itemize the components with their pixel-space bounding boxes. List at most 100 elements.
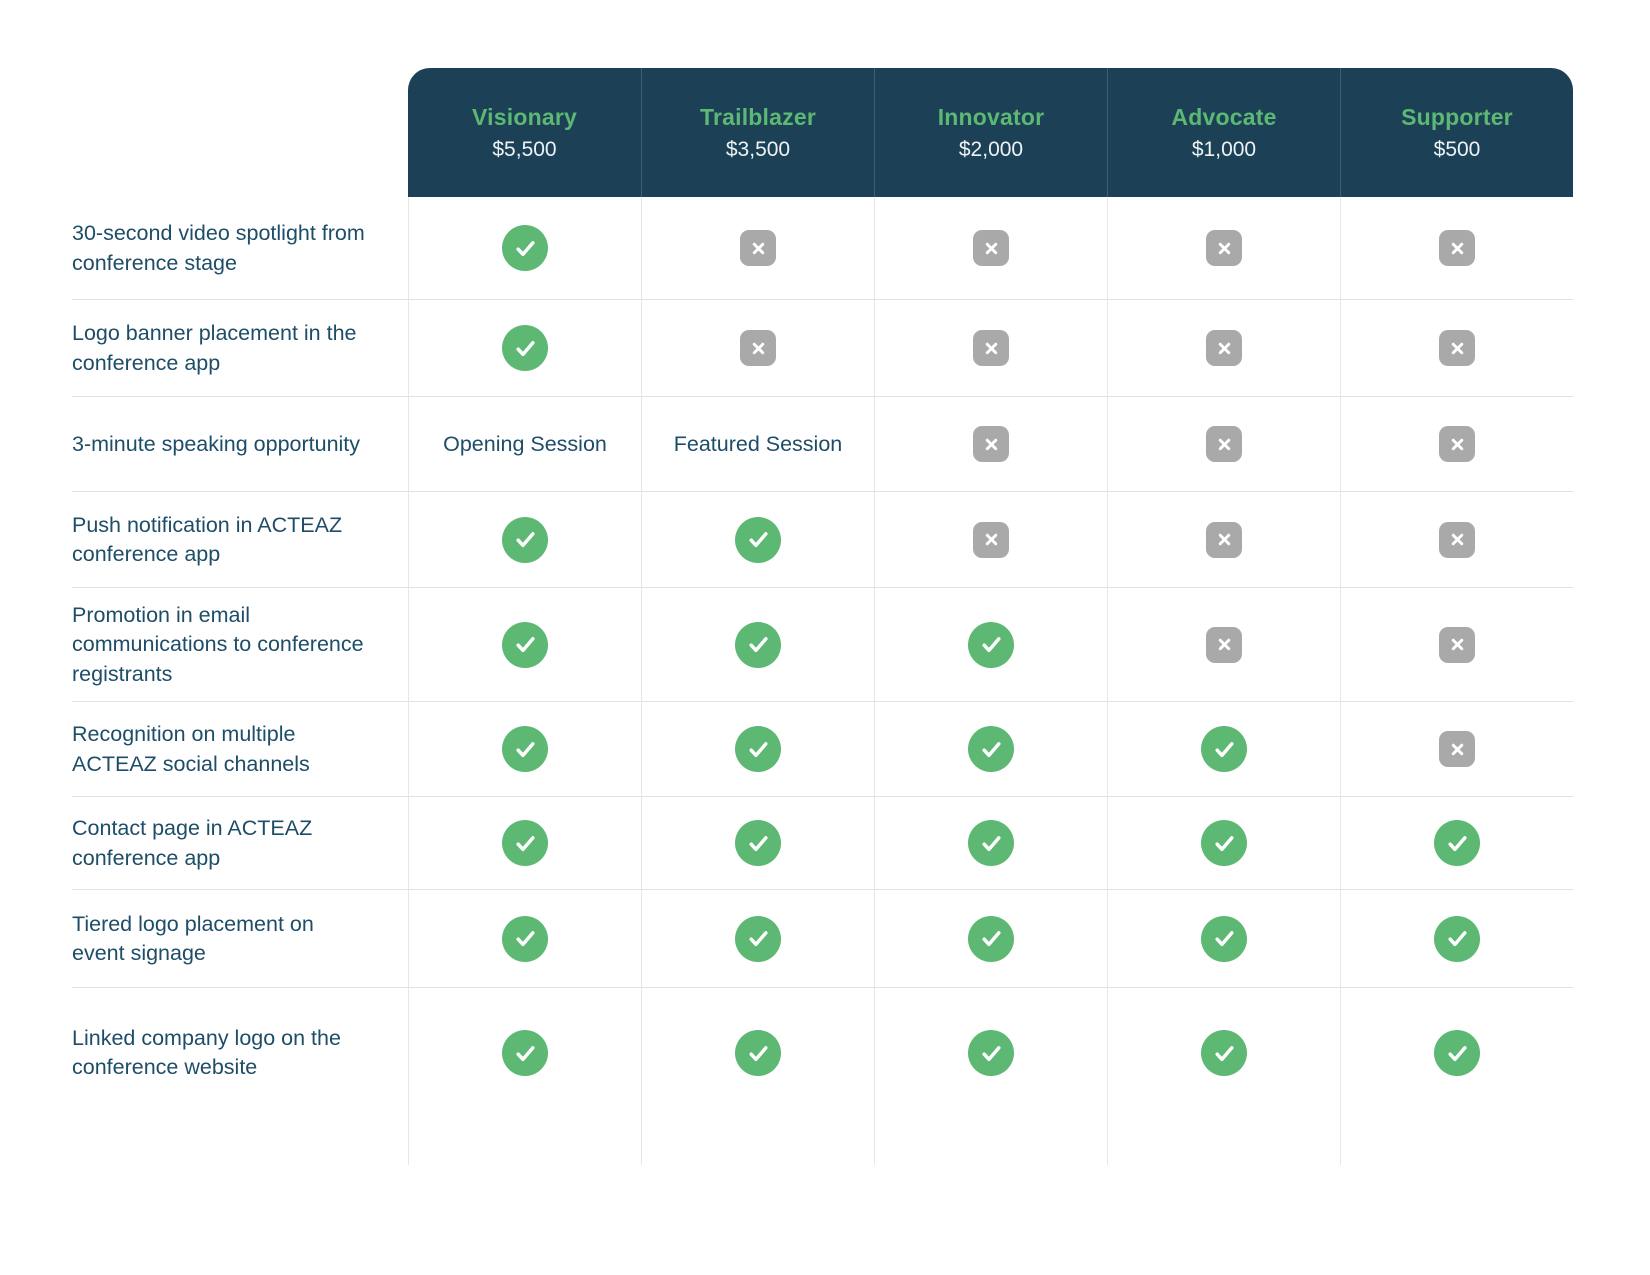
tier-price: $1,000 (1191, 137, 1257, 161)
tier-cell (1107, 588, 1340, 702)
sponsorship-tier-table: Visionary $5,500 Trailblazer $3,500 Innovato… (0, 68, 1573, 1165)
tier-cell (1340, 492, 1573, 588)
tier-cell (641, 300, 874, 397)
tier-column-header: Trailblazer $3,500 (641, 68, 874, 197)
x-icon (1206, 426, 1242, 462)
check-icon (968, 1030, 1014, 1076)
check-icon (968, 726, 1014, 772)
check-icon (735, 1030, 781, 1076)
table-footer-spacer (0, 1118, 408, 1165)
feature-label-text: 30-second video spotlight from conferenc… (72, 221, 365, 275)
check-icon (735, 726, 781, 772)
tier-cell (408, 492, 641, 588)
feature-label: Recognition on multiple ACTEAZ social ch… (0, 702, 408, 797)
tier-name: Trailblazer (700, 103, 816, 130)
tier-cell (1107, 797, 1340, 890)
tier-cell (1107, 890, 1340, 988)
x-icon (1206, 230, 1242, 266)
feature-label-text: Tiered logo placement on event signage (72, 911, 314, 965)
feature-label-text: 3-minute speaking opportunity (72, 431, 361, 456)
tier-cell: Opening Session (408, 397, 641, 492)
tier-cell (1340, 890, 1573, 988)
table-footer-spacer (874, 1118, 1107, 1165)
feature-label: 3-minute speaking opportunity (0, 397, 408, 492)
tier-cell (641, 197, 874, 300)
tier-name: Advocate (1171, 103, 1277, 130)
x-icon (973, 521, 1009, 558)
session-text: Opening Session (443, 431, 607, 456)
tier-cell (1107, 397, 1340, 492)
check-icon (1434, 1030, 1480, 1076)
tier-column-header: Supporter $500 (1340, 68, 1573, 197)
tier-cell (1340, 702, 1573, 797)
check-icon (502, 325, 548, 371)
tier-cell (874, 300, 1107, 397)
check-icon (1201, 726, 1247, 772)
tier-cell (1340, 397, 1573, 492)
x-icon (1206, 626, 1242, 663)
tier-name: Innovator (937, 103, 1045, 130)
tier-cell (1340, 197, 1573, 300)
tier-cell (408, 797, 641, 890)
tier-cell (874, 702, 1107, 797)
tier-cell (408, 197, 641, 300)
check-icon (502, 820, 548, 866)
table-footer-spacer (641, 1118, 874, 1165)
x-icon (1206, 521, 1242, 558)
x-icon (740, 330, 776, 366)
check-icon (1434, 820, 1480, 866)
tier-cell (874, 890, 1107, 988)
tier-cell (1107, 300, 1340, 397)
tier-cell (641, 797, 874, 890)
x-icon (973, 426, 1009, 462)
tier-cell (874, 197, 1107, 300)
x-icon (1439, 521, 1475, 558)
check-icon (1434, 915, 1480, 962)
x-icon (1439, 626, 1475, 663)
tier-header-row: Visionary $5,500 Trailblazer $3,500 Innovato… (408, 68, 1573, 197)
tier-cell (874, 797, 1107, 890)
check-icon (1201, 820, 1247, 866)
x-icon (1439, 230, 1475, 266)
x-icon (1206, 330, 1242, 366)
check-icon (968, 820, 1014, 866)
tier-name: Visionary (472, 103, 577, 130)
check-icon (502, 1030, 548, 1076)
check-icon (735, 820, 781, 866)
feature-label-text: Push notification in ACTEAZ conference a… (72, 512, 343, 566)
tier-column-header: Innovator $2,000 (874, 68, 1107, 197)
tier-cell (874, 588, 1107, 702)
tier-cell (874, 397, 1107, 492)
tier-cell (1107, 197, 1340, 300)
tier-cell (641, 988, 874, 1118)
check-icon (502, 516, 548, 563)
table-footer-spacer (1340, 1118, 1573, 1165)
feature-label-text: Logo banner placement in the conference … (72, 321, 357, 375)
table-footer-spacer (1107, 1118, 1340, 1165)
check-icon (968, 621, 1014, 668)
tier-cell (641, 702, 874, 797)
check-icon (1201, 915, 1247, 962)
feature-label: Tiered logo placement on event signage (0, 890, 408, 988)
tier-cell (874, 988, 1107, 1118)
session-text: Featured Session (673, 431, 843, 456)
tier-cell (1107, 492, 1340, 588)
check-icon (735, 621, 781, 668)
x-icon (1439, 330, 1475, 366)
tier-cell (641, 588, 874, 702)
tier-cell: Featured Session (641, 397, 874, 492)
tier-cell (641, 492, 874, 588)
check-icon (1201, 1030, 1247, 1076)
tier-column-header: Visionary $5,500 (408, 68, 641, 197)
tier-cell (408, 588, 641, 702)
tier-cell (1340, 300, 1573, 397)
tier-cell (408, 702, 641, 797)
check-icon (502, 225, 548, 271)
tier-cell (1340, 988, 1573, 1118)
feature-label: Linked company logo on the conference we… (0, 988, 408, 1118)
tier-cell (1340, 797, 1573, 890)
tier-cell (641, 890, 874, 988)
tier-price: $3,500 (725, 137, 791, 161)
tier-cell (408, 988, 641, 1118)
